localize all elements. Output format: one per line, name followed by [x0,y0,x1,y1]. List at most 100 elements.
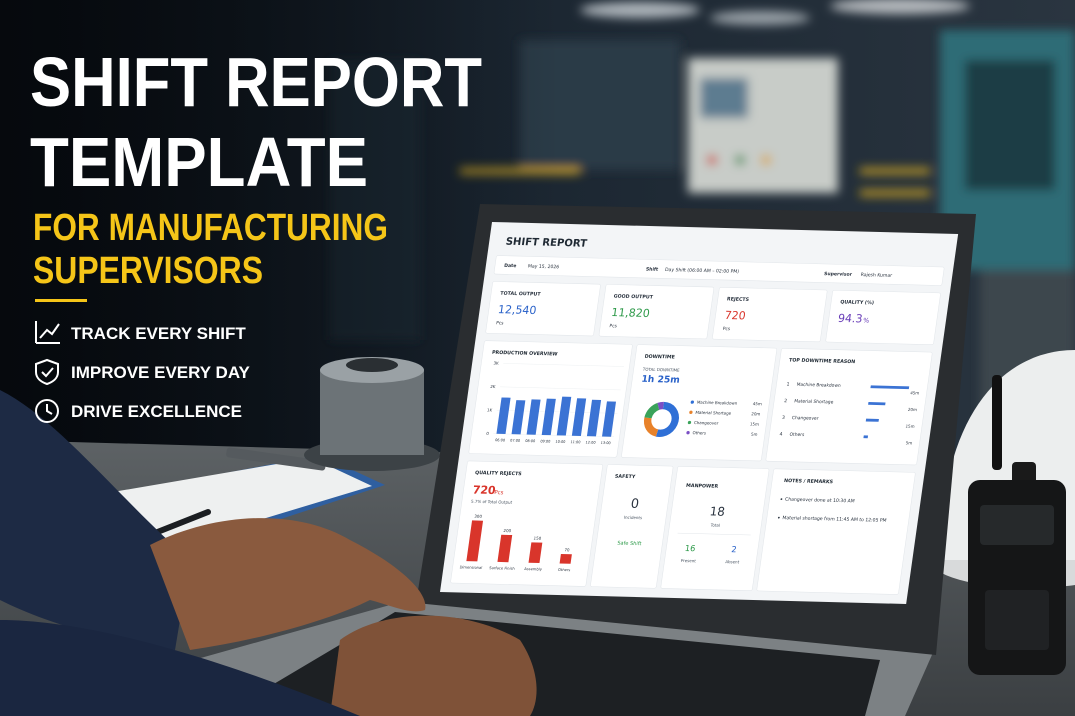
bar [496,397,511,435]
reject-note: 5.7% of Total Output [471,499,513,505]
reason-label: Material Shortage [794,398,834,405]
category-label: Others [558,568,571,572]
bar [602,401,617,437]
manpower-total-label: Total [709,523,720,528]
info-bar [493,255,945,286]
bullet [777,516,780,519]
kpi-card [485,281,601,337]
kpi-card [598,284,715,340]
panel-title: QUALITY REJECTS [475,470,523,477]
icon-clock [35,399,59,423]
bar [868,402,886,406]
panel [756,468,916,595]
kpi-label: REJECTS [727,296,750,303]
bullet-text: DRIVE EXCELLENCE [71,402,242,421]
reason-value: 20m [908,407,918,412]
decoration [46,404,53,415]
panel [590,464,674,589]
hero-subtitle: FOR MANUFACTURING [33,207,388,249]
reject-unit: Pcs [494,490,504,496]
category-label: Surface Finish [489,566,516,571]
decoration [41,367,54,378]
legend-label: Changeover [694,420,719,426]
kpi-unit: Pcs [496,320,505,326]
legend-value: 20m [751,411,761,416]
hero-subtitle: SUPERVISORS [33,250,263,292]
decoration [150,518,426,650]
legend-value: 15m [750,421,760,426]
decoration [330,615,537,716]
decoration [35,399,59,423]
dashboard-screen: SHIFT REPORT PRODUCTION OVERVIEW DOWNTIM… [440,222,959,604]
decoration [346,358,398,372]
panel-title: SAFETY [614,474,636,481]
decoration [39,323,60,339]
kpi-value: 720 [724,309,747,323]
hero-title: TEMPLATE [30,123,368,201]
reason-value: 45m [910,390,920,395]
x-tick-label: 06:00 [495,438,506,442]
panel-title: DOWNTIME [644,354,675,361]
decoration [0,620,360,716]
manpower-absent-label: Absent [725,559,740,564]
reject-total: 720 [472,483,497,497]
value-label: 150 [533,536,542,541]
bar [466,520,484,562]
kpi-value: 11,820 [610,306,650,320]
bullet-text: IMPROVE EVERY DAY [71,363,251,382]
kpi-unit: Pcs [722,326,731,332]
bar [559,554,572,564]
info-value: Rajesh Kumar [860,272,892,279]
hero-title: SHIFT REPORT [30,43,482,121]
value-label: 70 [564,547,570,552]
legend-dot [687,420,692,425]
decoration [707,155,717,165]
person [0,390,537,716]
reason-value: 15m [905,424,915,429]
note-line: Changeover done at 10:30 AM [785,497,855,505]
safety-value: 0 [630,497,640,512]
rank: 4 [779,431,783,437]
decoration [320,370,424,455]
note-text: Material shortage from 11:45 AM to 12:05… [782,515,887,524]
reason-label: Changeover [791,415,819,422]
legend-dot [689,410,693,414]
legend-label: Others [692,430,706,435]
x-tick-label: 07:00 [510,439,521,443]
note-text: Changeover done at 10:30 AM [785,497,855,505]
info-label: Supervisor [824,271,853,278]
grid-line [499,386,621,391]
bar [556,396,572,436]
donut-slice [655,401,679,438]
bar [528,542,543,563]
decoration [860,168,930,174]
icon-shield [35,358,59,386]
hero: SHIFT REPORT TEMPLATE FOR MANUFACTURING … [30,43,482,423]
decoration [992,375,1002,470]
legend-dot [686,431,690,435]
y-tick-label: 1K [487,407,493,412]
panel [660,466,770,591]
radio [968,375,1066,675]
category-label: Assembly [524,567,543,571]
kpi-value: 94.3 [837,312,863,326]
decoration [830,0,970,14]
decoration [580,2,700,18]
legend-dot [690,400,695,404]
icon-chart [35,321,60,344]
decoration [980,505,1054,545]
panel-title: NOTES / REMARKS [784,478,834,485]
panel [765,348,933,466]
reason-label: Machine Breakdown [796,382,841,389]
manpower-total: 18 [709,504,726,518]
kpi-unit: Pcs [609,323,618,329]
kpi-label: TOTAL OUTPUT [500,291,542,298]
reason-label: Others [789,432,805,438]
accent-line [35,299,87,302]
y-tick-label: 0 [486,431,490,436]
kpi-card [825,289,941,345]
note-line: Material shortage from 11:45 AM to 12:05… [782,515,887,524]
kpi-card [712,287,828,343]
x-tick-label: 10:00 [555,440,566,444]
